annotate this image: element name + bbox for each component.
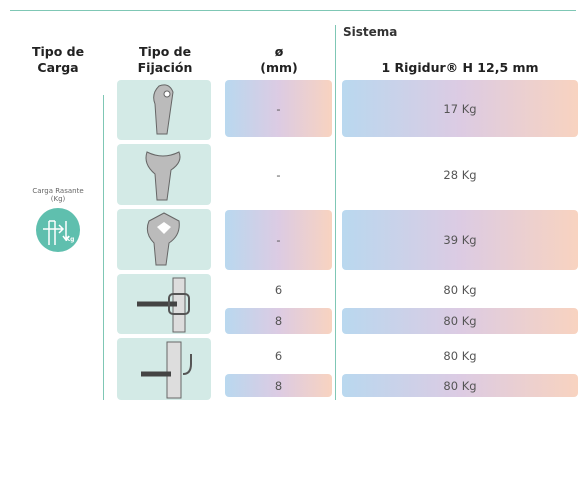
load-icon: Kg xyxy=(36,208,80,252)
diameter-cell: 8 xyxy=(225,308,332,334)
load-cell: 39 Kg xyxy=(342,210,578,270)
load-cell: 80 Kg xyxy=(443,349,477,363)
diameter-cell: 6 xyxy=(274,283,283,297)
load-cell: 80 Kg xyxy=(342,308,578,334)
divider xyxy=(103,95,104,400)
diameter-cell: - xyxy=(276,168,281,182)
fixing-image xyxy=(117,80,211,140)
column-header: ø (mm) xyxy=(260,44,298,75)
column-header: 1 Rigidur® H 12,5 mm xyxy=(381,60,539,75)
load-cell: 28 Kg xyxy=(443,168,477,182)
load-cell: 17 Kg xyxy=(342,80,578,137)
top-rule xyxy=(10,10,576,11)
diameter-cell: - xyxy=(225,80,332,137)
load-label: Carga Rasante xyxy=(32,187,84,195)
diameter-cell: 8 xyxy=(225,374,332,397)
icon-text: Kg xyxy=(66,236,75,243)
fixing-image xyxy=(117,209,211,270)
fixing-image xyxy=(117,274,211,334)
diameter-cell: 6 xyxy=(274,349,283,363)
section-title: Sistema xyxy=(343,25,398,39)
column-header: Tipo de Carga xyxy=(31,44,85,75)
column-header: Tipo de Fijación xyxy=(137,44,193,75)
fixing-image xyxy=(117,144,211,205)
fixing-image xyxy=(117,338,211,400)
divider xyxy=(335,25,336,400)
load-cell: 80 Kg xyxy=(443,283,477,297)
diameter-cell: - xyxy=(225,210,332,270)
load-cell: 80 Kg xyxy=(342,374,578,397)
load-unit: (Kg) xyxy=(50,195,66,203)
